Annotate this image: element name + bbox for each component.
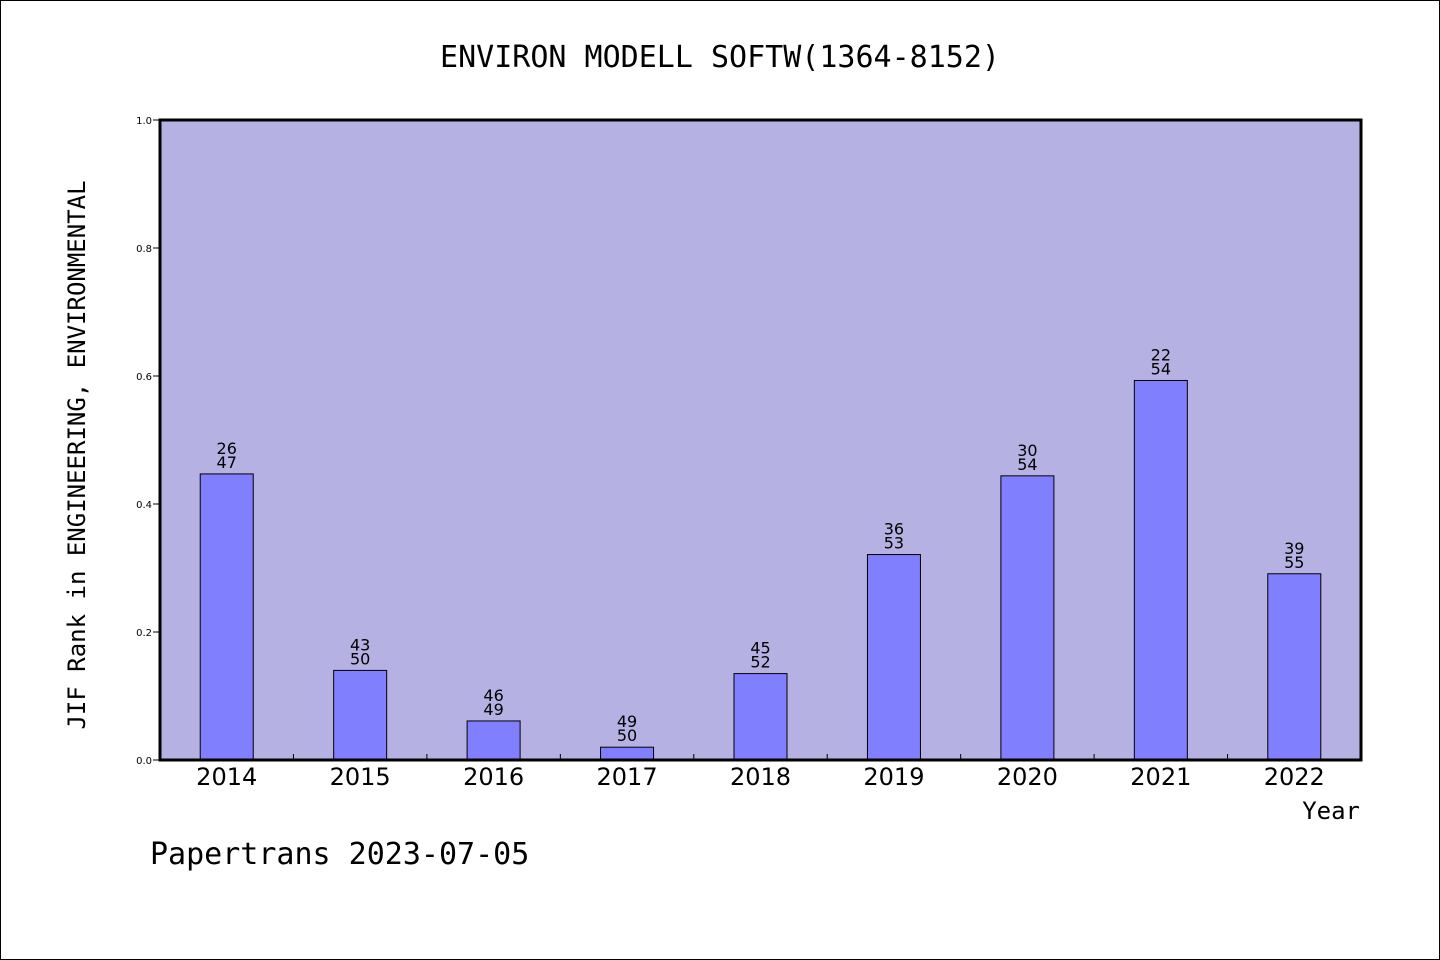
data-label-total-2020: 54 [1017, 455, 1037, 474]
y-tick-label-0.4: 0.4 [136, 500, 152, 511]
data-label-total-2015: 50 [350, 649, 370, 668]
x-tick-label-2015: 2015 [330, 763, 391, 791]
bar-2020 [1000, 475, 1055, 761]
data-label-rank-2014: 26 [217, 439, 237, 458]
x-tick-label-2020: 2020 [997, 763, 1058, 791]
data-label-total-2017: 50 [617, 726, 637, 745]
data-labels: 2647201443502015464920164950201745522018… [136, 116, 1325, 791]
bar-2018 [733, 673, 788, 761]
data-label-rank-2015: 43 [350, 635, 370, 654]
x-tick-label-2017: 2017 [597, 763, 658, 791]
bar-2016 [466, 720, 521, 761]
chart-title: ENVIRON MODELL SOFTW(1364-8152) [440, 40, 1000, 75]
data-label-total-2018: 52 [750, 653, 770, 672]
x-tick-label-2018: 2018 [730, 763, 791, 791]
x-axis-label: Year [1302, 797, 1360, 825]
data-label-rank-2018: 45 [750, 639, 770, 658]
x-tick-label-2022: 2022 [1264, 763, 1325, 791]
data-label-rank-2022: 39 [1284, 539, 1304, 558]
data-label-rank-2021: 22 [1151, 345, 1171, 364]
y-tick-label-0.2: 0.2 [136, 628, 152, 639]
plot-border [158, 118, 1363, 762]
bar-2014 [199, 473, 254, 761]
y-tick-label-1.0: 1.0 [136, 116, 152, 127]
x-tick-label-2014: 2014 [196, 763, 257, 791]
data-label-total-2016: 49 [483, 700, 503, 719]
y-tick-label-0.8: 0.8 [136, 244, 152, 255]
bars [199, 379, 1322, 761]
x-tick-label-2021: 2021 [1130, 763, 1191, 791]
data-label-rank-2017: 49 [617, 712, 637, 731]
x-tick-label-2016: 2016 [463, 763, 524, 791]
footer-text: Papertrans 2023-07-05 [150, 837, 529, 872]
data-label-rank-2020: 30 [1017, 441, 1037, 460]
data-label-rank-2016: 46 [483, 686, 503, 705]
data-label-total-2019: 53 [884, 534, 904, 553]
bar-2019 [866, 554, 921, 761]
data-label-total-2021: 54 [1151, 359, 1171, 378]
y-axis-label: JIF Rank in ENGINEERING, ENVIRONMENTAL [63, 180, 91, 729]
x-tick-label-2019: 2019 [863, 763, 924, 791]
data-label-rank-2019: 36 [884, 520, 904, 539]
data-label-total-2014: 47 [217, 453, 237, 472]
y-tick-label-0.0: 0.0 [136, 756, 152, 767]
bar-2015 [333, 669, 388, 761]
bar-2017 [600, 746, 655, 761]
data-label-total-2022: 55 [1284, 553, 1304, 572]
y-tick-label-0.6: 0.6 [136, 372, 152, 383]
bar-2022 [1267, 573, 1322, 761]
bar-2021 [1133, 379, 1188, 761]
